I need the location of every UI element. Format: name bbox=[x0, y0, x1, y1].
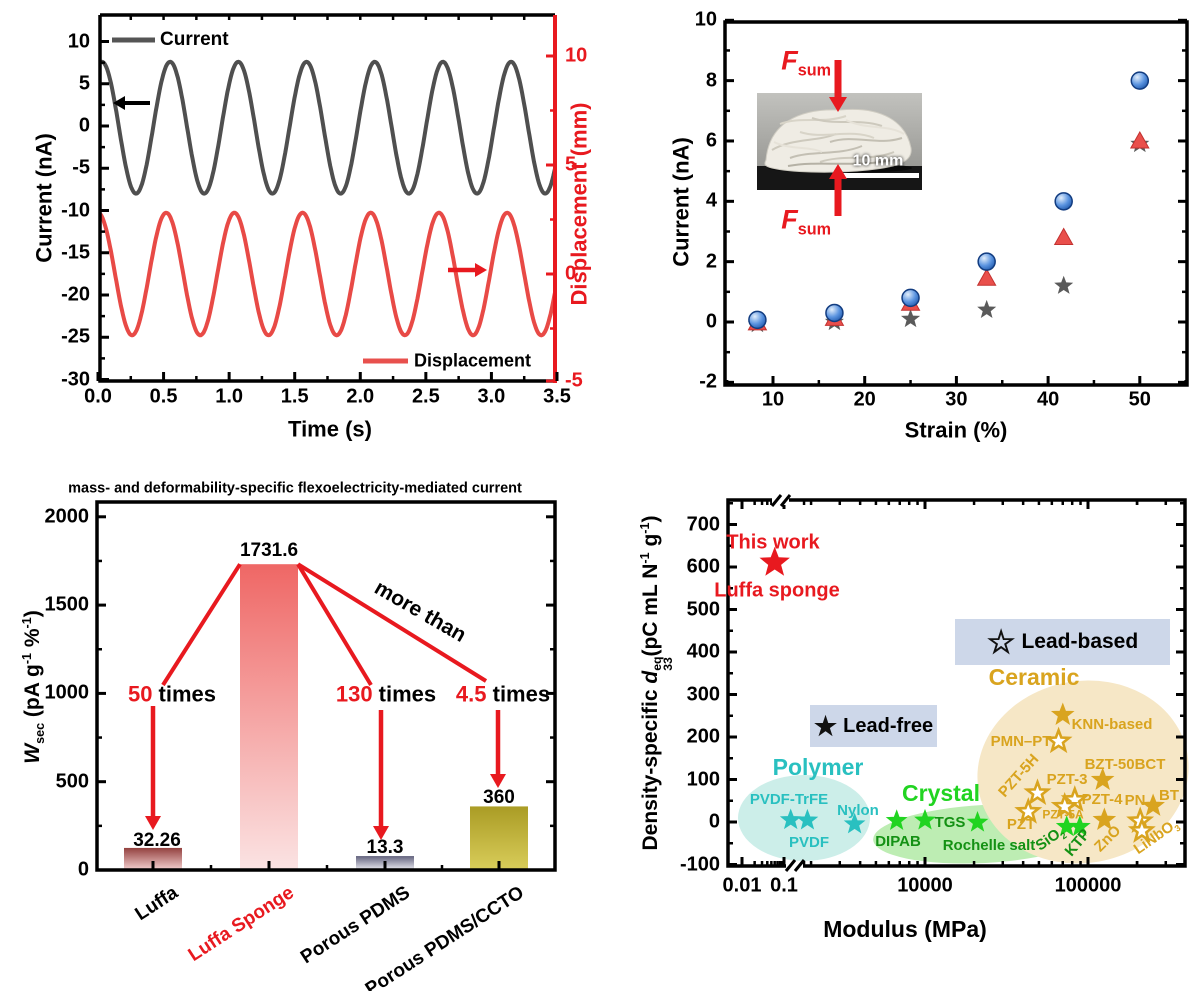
material-star-pzt bbox=[1014, 797, 1043, 824]
panel-materials-map bbox=[726, 494, 1189, 872]
blue-sphere-marker bbox=[825, 303, 844, 323]
blue-sphere-marker bbox=[901, 288, 920, 308]
blue-sphere-marker bbox=[1054, 192, 1073, 211]
blue-sphere-marker bbox=[1130, 71, 1150, 90]
blue-sphere-marker bbox=[748, 310, 767, 330]
current-curve bbox=[100, 59, 555, 196]
gray-star-marker bbox=[901, 309, 921, 328]
material-star-pmn-pt bbox=[1044, 726, 1073, 754]
material-star-linbo3 bbox=[1127, 816, 1156, 843]
panel-strain-scatter bbox=[723, 18, 1189, 387]
bar-3 bbox=[470, 806, 528, 870]
bar-1 bbox=[240, 564, 298, 870]
red-triangle-marker bbox=[1129, 130, 1150, 149]
blue-sphere-marker bbox=[977, 252, 996, 271]
material-star-zno bbox=[1092, 807, 1117, 830]
this-work-star bbox=[759, 546, 790, 576]
displacement-curve bbox=[100, 210, 555, 338]
material-star-bt bbox=[1141, 793, 1165, 816]
panel-bar-chart bbox=[95, 500, 557, 872]
panel-time-series bbox=[96, 13, 559, 383]
material-star-knn-based bbox=[1050, 702, 1075, 725]
material-star-pvdf-trfe bbox=[779, 808, 802, 830]
material-star-ktp bbox=[1068, 815, 1091, 836]
material-star-pzt-5h bbox=[1023, 778, 1052, 806]
bar-0 bbox=[124, 847, 182, 870]
material-star-nylon bbox=[843, 812, 866, 834]
material-star-pzt-3 bbox=[1090, 767, 1115, 790]
red-triangle-marker bbox=[1053, 227, 1074, 246]
gray-star-marker bbox=[977, 299, 997, 318]
material-star-dipab bbox=[885, 809, 908, 830]
material-star-rochelle-salt bbox=[966, 810, 989, 832]
material-star-tgs bbox=[914, 808, 936, 830]
gray-star-marker bbox=[1054, 275, 1074, 294]
red-triangle-marker bbox=[976, 268, 997, 286]
material-star-pvdf bbox=[796, 808, 819, 830]
material-star-pzt-5a bbox=[1050, 792, 1079, 819]
